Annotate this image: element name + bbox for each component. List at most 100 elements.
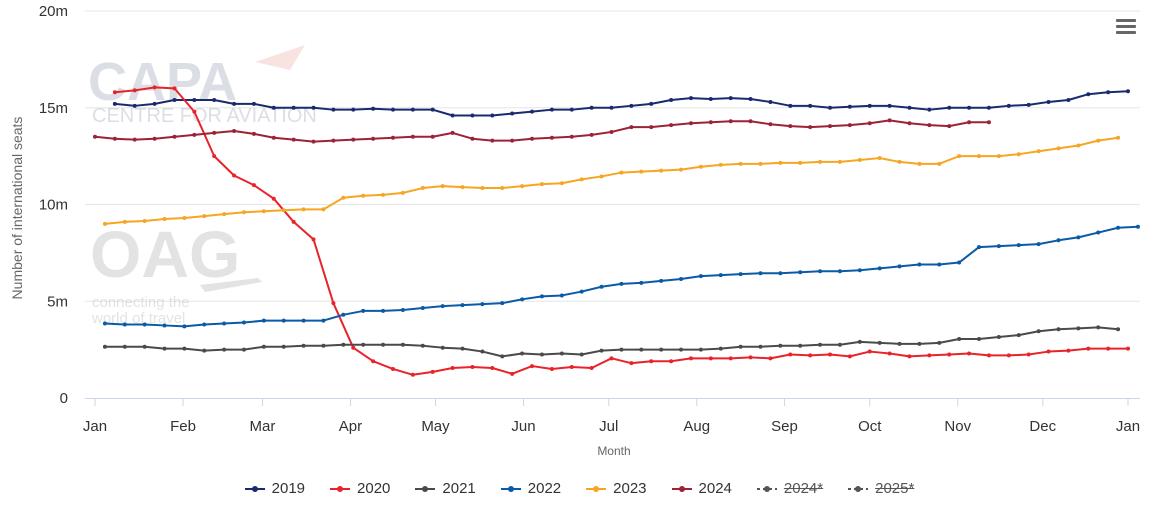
data-point	[212, 130, 217, 135]
data-point	[977, 154, 982, 159]
data-point	[957, 260, 962, 265]
data-point	[142, 322, 147, 327]
data-point	[828, 124, 833, 129]
data-point	[768, 356, 773, 361]
data-point	[877, 266, 882, 271]
data-point	[371, 359, 376, 364]
data-point	[758, 161, 763, 166]
data-point	[202, 214, 207, 219]
oag-tagline-2: world of travel	[91, 310, 185, 327]
data-point	[132, 88, 137, 93]
data-point	[818, 342, 823, 347]
x-tick-label: Mar	[250, 418, 276, 435]
data-point	[510, 138, 515, 143]
capa-logo-subtitle: CENTRE FOR AVIATION	[92, 105, 317, 127]
data-point	[1086, 92, 1091, 97]
data-point	[748, 119, 753, 124]
data-point	[539, 294, 544, 299]
series-lines	[93, 85, 1140, 377]
data-point	[241, 320, 246, 325]
data-point	[847, 104, 852, 109]
data-point	[996, 335, 1001, 340]
legend-item-2024*[interactable]: 2024*	[756, 480, 823, 497]
data-point	[718, 162, 723, 167]
data-point	[271, 135, 276, 140]
data-point	[321, 343, 326, 348]
data-point	[818, 159, 823, 164]
data-point	[818, 269, 823, 274]
data-point	[808, 353, 813, 358]
data-point	[311, 139, 316, 144]
data-point	[371, 106, 376, 111]
legend-swatch	[848, 485, 869, 492]
x-tick-label: Apr	[339, 418, 362, 435]
data-point	[917, 262, 922, 267]
data-point	[669, 98, 674, 103]
data-point	[520, 184, 525, 189]
data-point	[301, 318, 306, 323]
data-point	[887, 351, 892, 356]
series-line	[104, 225, 1138, 328]
data-point	[1116, 327, 1121, 332]
data-point	[798, 160, 803, 165]
data-point	[122, 219, 127, 224]
data-point	[649, 359, 654, 364]
data-point	[629, 361, 634, 366]
data-point	[619, 170, 624, 175]
data-point	[808, 103, 813, 108]
data-point	[599, 348, 604, 353]
data-point	[778, 343, 783, 348]
data-point	[331, 301, 336, 306]
legend-item-2020[interactable]: 2020	[329, 480, 390, 497]
data-point	[788, 124, 793, 129]
legend-item-2023[interactable]: 2023	[585, 480, 647, 497]
data-point	[172, 98, 177, 103]
data-point	[112, 101, 117, 106]
data-point	[1076, 235, 1081, 240]
series-line	[104, 326, 1119, 358]
hamburger-menu-icon	[1116, 19, 1136, 22]
series-2023	[102, 135, 1121, 226]
data-point	[1016, 152, 1021, 157]
data-point	[847, 123, 852, 128]
line-chart: CAPA CENTRE FOR AVIATION OAG connecting …	[9, 3, 1140, 458]
data-point	[768, 122, 773, 127]
data-point	[440, 184, 445, 189]
data-point	[500, 186, 505, 191]
legend-item-2025*[interactable]: 2025*	[847, 480, 914, 497]
data-point	[688, 96, 693, 101]
data-point	[281, 318, 286, 323]
data-point	[788, 352, 793, 357]
chart-menu-button[interactable]	[1114, 16, 1138, 38]
data-point	[847, 354, 852, 359]
data-point	[947, 124, 952, 129]
data-point	[927, 107, 932, 112]
data-point	[410, 134, 415, 139]
data-point	[728, 96, 733, 101]
data-point	[430, 107, 435, 112]
legend-item-2022[interactable]: 2022	[500, 480, 561, 497]
data-point	[986, 105, 991, 110]
data-point	[1016, 243, 1021, 248]
legend-swatch	[244, 485, 265, 492]
data-point	[1126, 89, 1130, 94]
data-point	[927, 123, 932, 128]
data-point	[1036, 149, 1041, 154]
data-point	[480, 302, 485, 307]
data-point	[351, 107, 356, 112]
data-point	[1086, 346, 1091, 351]
data-point	[659, 347, 664, 352]
legend-label: 2025*	[875, 480, 915, 497]
data-point	[361, 342, 366, 347]
data-point	[1036, 329, 1041, 334]
data-point	[152, 85, 157, 90]
data-point	[152, 136, 157, 141]
data-point	[212, 98, 217, 103]
legend-item-2021[interactable]: 2021	[414, 480, 476, 497]
data-point	[331, 107, 336, 112]
series-2019	[112, 89, 1130, 118]
legend-item-2019[interactable]: 2019	[244, 480, 305, 497]
legend-item-2024[interactable]: 2024	[671, 480, 732, 497]
data-point	[361, 308, 366, 313]
data-point	[520, 297, 525, 302]
